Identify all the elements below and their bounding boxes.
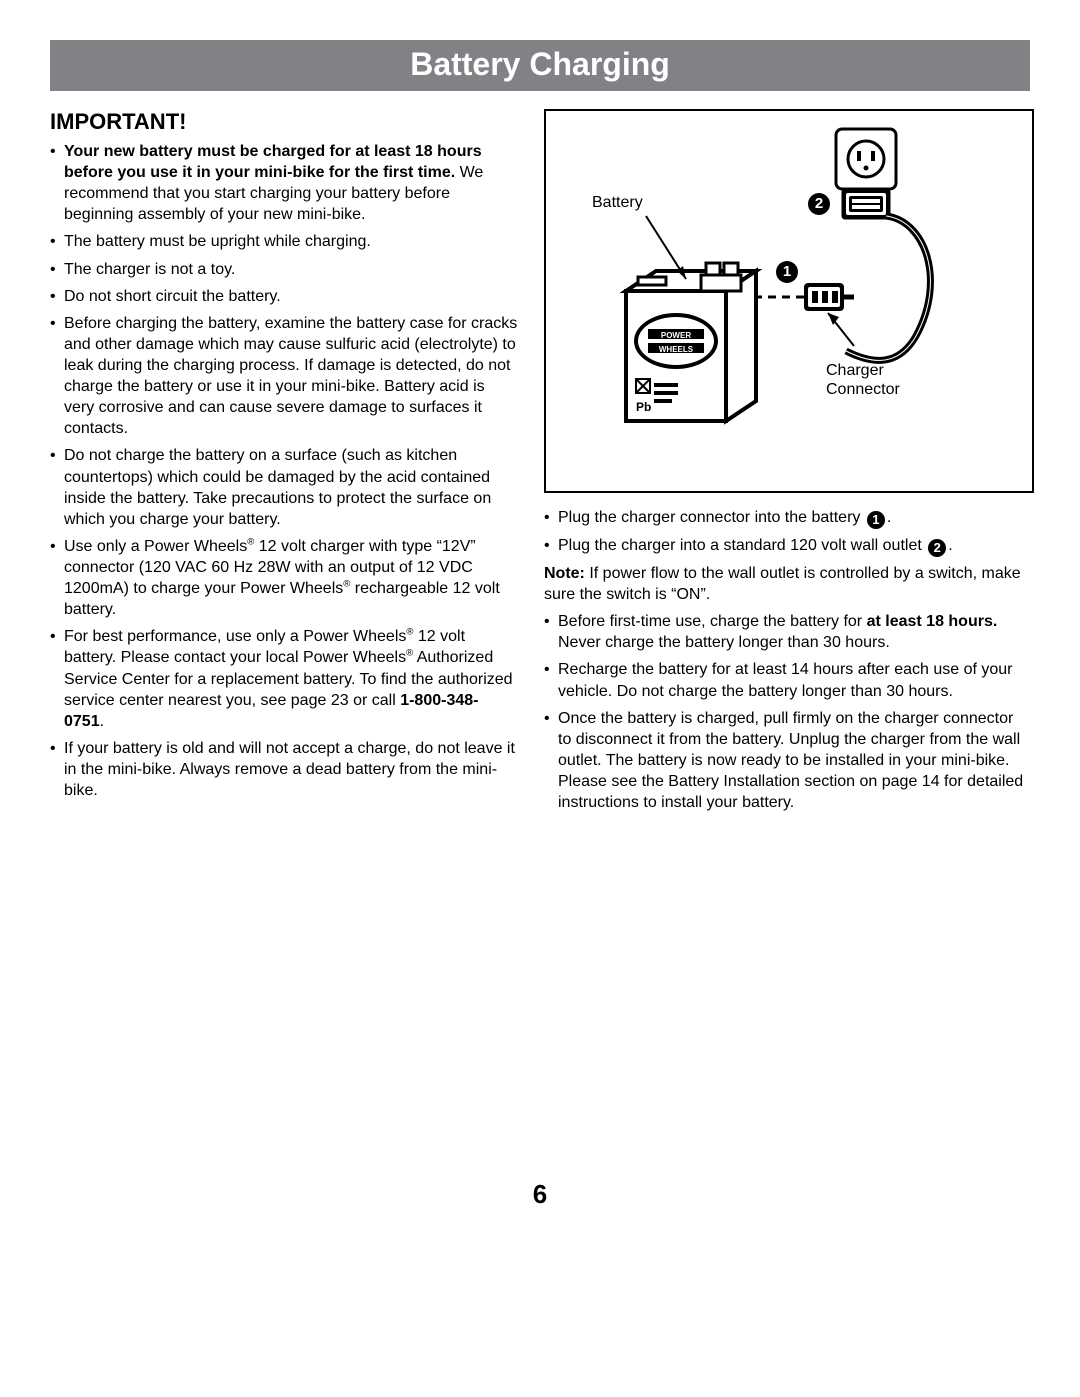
- important-item: Do not short circuit the battery.: [50, 286, 518, 307]
- content-columns: IMPORTANT! Your new battery must be char…: [50, 109, 1030, 819]
- diagram-callout-2: 2: [808, 193, 830, 215]
- step-item: Recharge the battery for at least 14 hou…: [544, 659, 1030, 701]
- page-number: 6: [50, 1179, 1030, 1250]
- diagram-callout-1: 1: [776, 261, 798, 283]
- note-block: Note: If power flow to the wall outlet i…: [544, 563, 1030, 605]
- step-item: Plug the charger into a standard 120 vol…: [544, 535, 1030, 557]
- diagram-battery-label: Battery: [592, 193, 643, 212]
- diagram-charger-label: Charger Connector: [826, 361, 900, 399]
- important-item: If your battery is old and will not acce…: [50, 738, 518, 801]
- right-list-top: Plug the charger connector into the batt…: [544, 507, 1030, 557]
- step-item: Once the battery is charged, pull firmly…: [544, 708, 1030, 814]
- right-column: POWER WHEELS Pb: [544, 109, 1030, 819]
- important-list: Your new battery must be charged for at …: [50, 141, 518, 801]
- svg-text:POWER: POWER: [661, 331, 691, 340]
- left-column: IMPORTANT! Your new battery must be char…: [50, 109, 518, 819]
- important-item: Do not charge the battery on a surface (…: [50, 445, 518, 529]
- svg-text:Pb: Pb: [636, 400, 651, 414]
- important-item: The charger is not a toy.: [50, 259, 518, 280]
- battery-charging-diagram: POWER WHEELS Pb: [546, 111, 1014, 487]
- important-item: The battery must be upright while chargi…: [50, 231, 518, 252]
- important-item: For best performance, use only a Power W…: [50, 626, 518, 732]
- step-item: Plug the charger connector into the batt…: [544, 507, 1030, 529]
- svg-text:WHEELS: WHEELS: [659, 345, 694, 354]
- diagram-box: POWER WHEELS Pb: [544, 109, 1034, 493]
- important-item: Your new battery must be charged for at …: [50, 141, 518, 225]
- right-list-bottom: Before first-time use, charge the batter…: [544, 611, 1030, 813]
- important-heading: IMPORTANT!: [50, 109, 518, 135]
- section-title: Battery Charging: [50, 40, 1030, 91]
- step-item: Before first-time use, charge the batter…: [544, 611, 1030, 653]
- important-item: Use only a Power Wheels® 12 volt charger…: [50, 536, 518, 620]
- important-item: Before charging the battery, examine the…: [50, 313, 518, 440]
